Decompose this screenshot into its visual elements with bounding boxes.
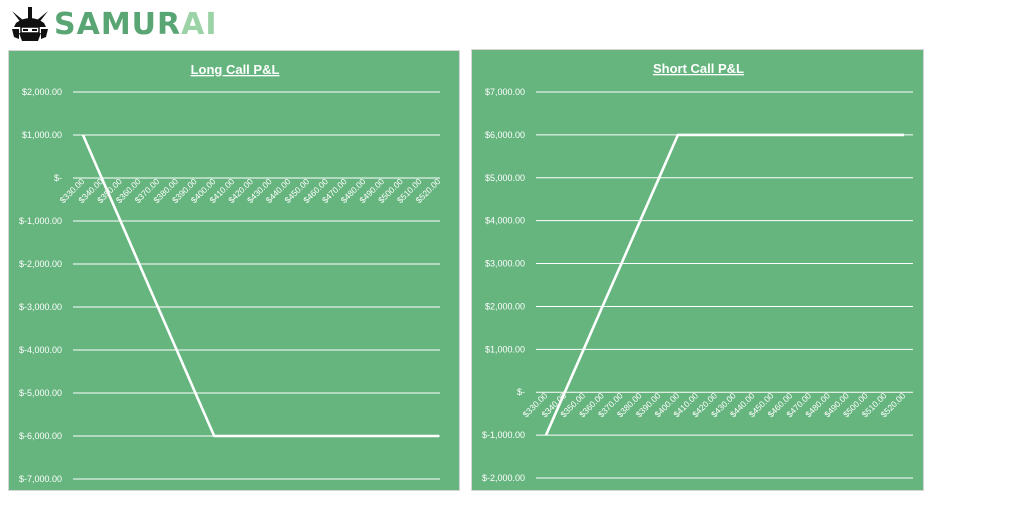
- y-tick-label: $-1,000.00: [19, 216, 62, 226]
- chart-svg: Long Call P&L $2,000.00 $1,000.00 $- $-1,000…: [19, 62, 443, 484]
- y-tick-label: $-5,000.00: [19, 388, 62, 398]
- y-tick-label: $6,000.00: [485, 130, 525, 140]
- y-tick-label: $-4,000.00: [19, 345, 62, 355]
- brand-logo: SAMURAI: [8, 4, 218, 44]
- y-tick-label: $-6,000.00: [19, 431, 62, 441]
- brand-name-part2: AI: [181, 6, 218, 42]
- y-tick-label: $2,000.00: [485, 301, 525, 311]
- samurai-helmet-icon: [12, 7, 48, 41]
- y-tick-label: $2,000.00: [22, 87, 62, 97]
- y-tick-label: $4,000.00: [485, 216, 525, 226]
- y-tick-label: $-2,000.00: [482, 473, 525, 483]
- chart-title: Short Call P&L: [653, 61, 744, 76]
- series-line: [544, 133, 904, 436]
- series-line: [81, 134, 439, 438]
- y-tick-label: $-2,000.00: [19, 259, 62, 269]
- chart-svg: Short Call P&L $7,000.00 $6,000.00 $5,000.0…: [482, 61, 913, 483]
- y-tick-label: $-7,000.00: [19, 474, 62, 484]
- long-call-chart: Long Call P&L $2,000.00 $1,000.00 $- $-1,000…: [8, 50, 460, 491]
- y-tick-label: $5,000.00: [485, 173, 525, 183]
- brand-name: SAMURAI: [54, 7, 218, 42]
- short-call-chart: Short Call P&L $7,000.00 $6,000.00 $5,000.0…: [471, 49, 924, 491]
- brand-name-part1: SAMUR: [54, 6, 182, 42]
- y-tick-label: $-: [517, 387, 525, 397]
- y-tick-label: $-3,000.00: [19, 302, 62, 312]
- y-tick-label: $1,000.00: [485, 344, 525, 354]
- y-tick-label: $3,000.00: [485, 259, 525, 269]
- y-tick-label: $-1,000.00: [482, 430, 525, 440]
- y-tick-label: $7,000.00: [485, 87, 525, 97]
- chart-title: Long Call P&L: [191, 62, 280, 77]
- y-tick-label: $-: [54, 173, 62, 183]
- y-tick-label: $1,000.00: [22, 130, 62, 140]
